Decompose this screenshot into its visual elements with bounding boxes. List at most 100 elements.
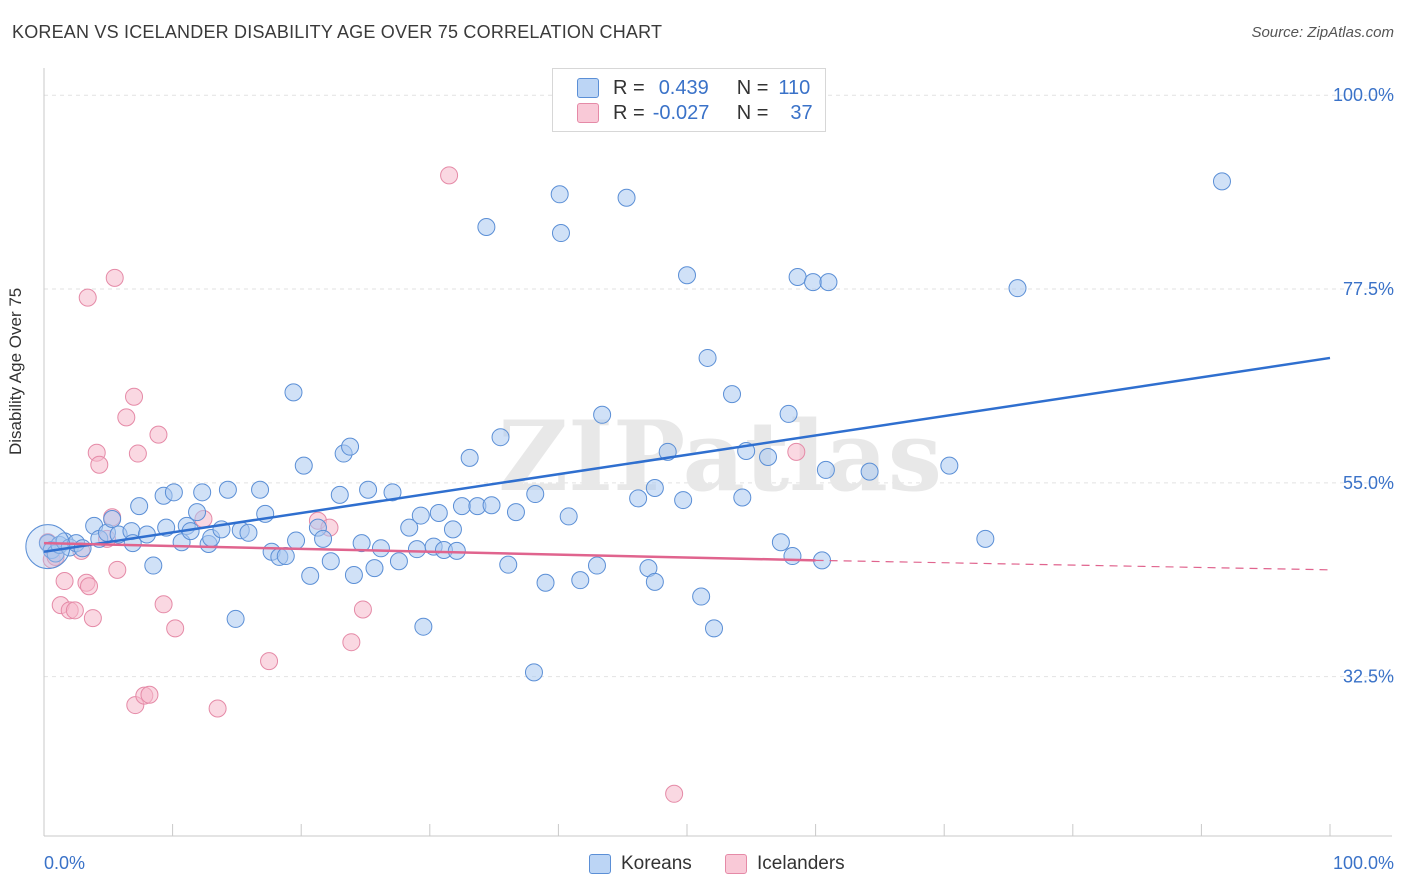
koreans-point	[698, 348, 717, 367]
koreans-point	[460, 448, 479, 467]
legend-row-koreans: R = 0.439 N = 110	[577, 77, 810, 99]
icelanders-point	[105, 268, 124, 287]
koreans-point	[860, 462, 879, 481]
icelanders-point	[260, 652, 279, 671]
icelanders-point	[140, 685, 159, 704]
legend-n-value: 110	[778, 76, 811, 99]
koreans-point	[779, 404, 798, 423]
koreans-swatch	[589, 854, 611, 874]
koreans-point	[482, 496, 501, 515]
koreans-point	[551, 224, 570, 243]
koreans-point	[491, 428, 510, 447]
koreans-point	[452, 497, 471, 516]
koreans-point	[365, 559, 384, 578]
koreans-point	[301, 566, 320, 585]
legend-n-value: 37	[790, 101, 813, 124]
koreans-point	[164, 483, 183, 502]
icelanders-point	[65, 601, 84, 620]
koreans-point	[593, 405, 612, 424]
legend-r-value: 0.439	[658, 76, 709, 99]
icelanders-point	[128, 444, 147, 463]
koreans-point	[526, 485, 545, 504]
koreans-point	[294, 456, 313, 475]
icelanders-point	[83, 609, 102, 628]
koreans-point	[733, 488, 752, 507]
icelanders-point	[108, 560, 127, 579]
koreans-point	[400, 518, 419, 537]
koreans-point	[130, 497, 149, 516]
koreans-point	[287, 531, 306, 550]
source-label: Source: ZipAtlas.com	[1251, 24, 1394, 41]
koreans-point	[976, 529, 995, 548]
koreans-point	[383, 483, 402, 502]
icelanders-point	[208, 699, 227, 718]
koreans-point	[940, 456, 959, 475]
koreans-point	[276, 547, 295, 566]
koreans-point	[284, 383, 303, 402]
axes	[43, 68, 1392, 837]
koreans-point	[1212, 172, 1231, 191]
icelanders-trend-extension	[815, 559, 1331, 571]
legend-r-value: -0.027	[652, 101, 710, 124]
koreans-point	[705, 619, 724, 638]
grid-lines	[44, 94, 1392, 678]
koreans-point	[759, 448, 778, 466]
koreans-point	[788, 267, 807, 286]
koreans-point	[645, 572, 664, 591]
legend-n-label: N =	[736, 76, 769, 99]
legend-r-label: R =	[613, 76, 645, 99]
chart-title: KOREAN VS ICELANDER DISABILITY AGE OVER …	[12, 22, 663, 42]
y-axis-label: Disability Age Over 75	[6, 287, 25, 455]
koreans-trend-line	[43, 356, 1331, 553]
koreans-point	[429, 503, 448, 522]
legend-r-label: R =	[613, 101, 645, 124]
koreans-point	[816, 460, 835, 479]
icelanders-point	[78, 288, 97, 307]
koreans-point	[330, 485, 349, 504]
koreans-point	[524, 663, 543, 682]
tick-labels: 32.5% 55.0% 77.5% 100.0% 0.0% 100.0%	[44, 85, 1394, 873]
koreans-point	[723, 385, 742, 404]
koreans-swatch	[577, 78, 599, 98]
icelanders-point	[80, 577, 99, 596]
y-tick-label: 100.0%	[1333, 85, 1394, 105]
koreans-point	[447, 541, 466, 560]
correlation-legend: R = 0.439 N = 110 R = -0.027 N = 37	[552, 68, 826, 132]
watermark: ZIPatlas	[498, 400, 942, 513]
koreans-point	[103, 510, 122, 529]
icelanders-point	[90, 455, 109, 474]
bottom-legend-icelanders: Icelanders	[725, 852, 845, 876]
icelanders-trend-line	[43, 541, 816, 562]
icelanders-point	[154, 595, 173, 614]
koreans-point	[251, 480, 270, 499]
koreans-point	[678, 266, 696, 285]
icelanders-point	[342, 633, 361, 652]
bottom-legend-koreans: Koreans	[589, 852, 692, 876]
koreans-point	[73, 539, 92, 558]
koreans-point	[617, 188, 636, 207]
koreans-point	[645, 479, 664, 498]
koreans-point	[341, 437, 360, 456]
icelanders-swatch	[725, 854, 747, 874]
legend-row-icelanders: R = -0.027 N = 37	[577, 102, 813, 124]
bottom-legend-label: Koreans	[621, 853, 692, 874]
koreans-point	[771, 533, 790, 552]
icelanders-points	[38, 166, 806, 803]
koreans-point	[188, 503, 207, 522]
bottom-legend-label: Icelanders	[757, 853, 845, 874]
koreans-point	[443, 520, 462, 539]
koreans-point	[499, 555, 518, 574]
koreans-point	[783, 547, 802, 566]
koreans-cluster-point	[25, 524, 71, 570]
koreans-point	[804, 273, 823, 292]
icelanders-point	[125, 387, 144, 406]
koreans-point	[559, 507, 578, 526]
icelanders-point	[55, 572, 74, 591]
koreans-point	[819, 273, 838, 292]
koreans-point	[371, 539, 390, 558]
koreans-point	[352, 534, 371, 553]
icelanders-point	[166, 619, 185, 638]
koreans-point	[344, 566, 363, 585]
koreans-point	[407, 540, 426, 559]
icelanders-point	[787, 442, 806, 461]
